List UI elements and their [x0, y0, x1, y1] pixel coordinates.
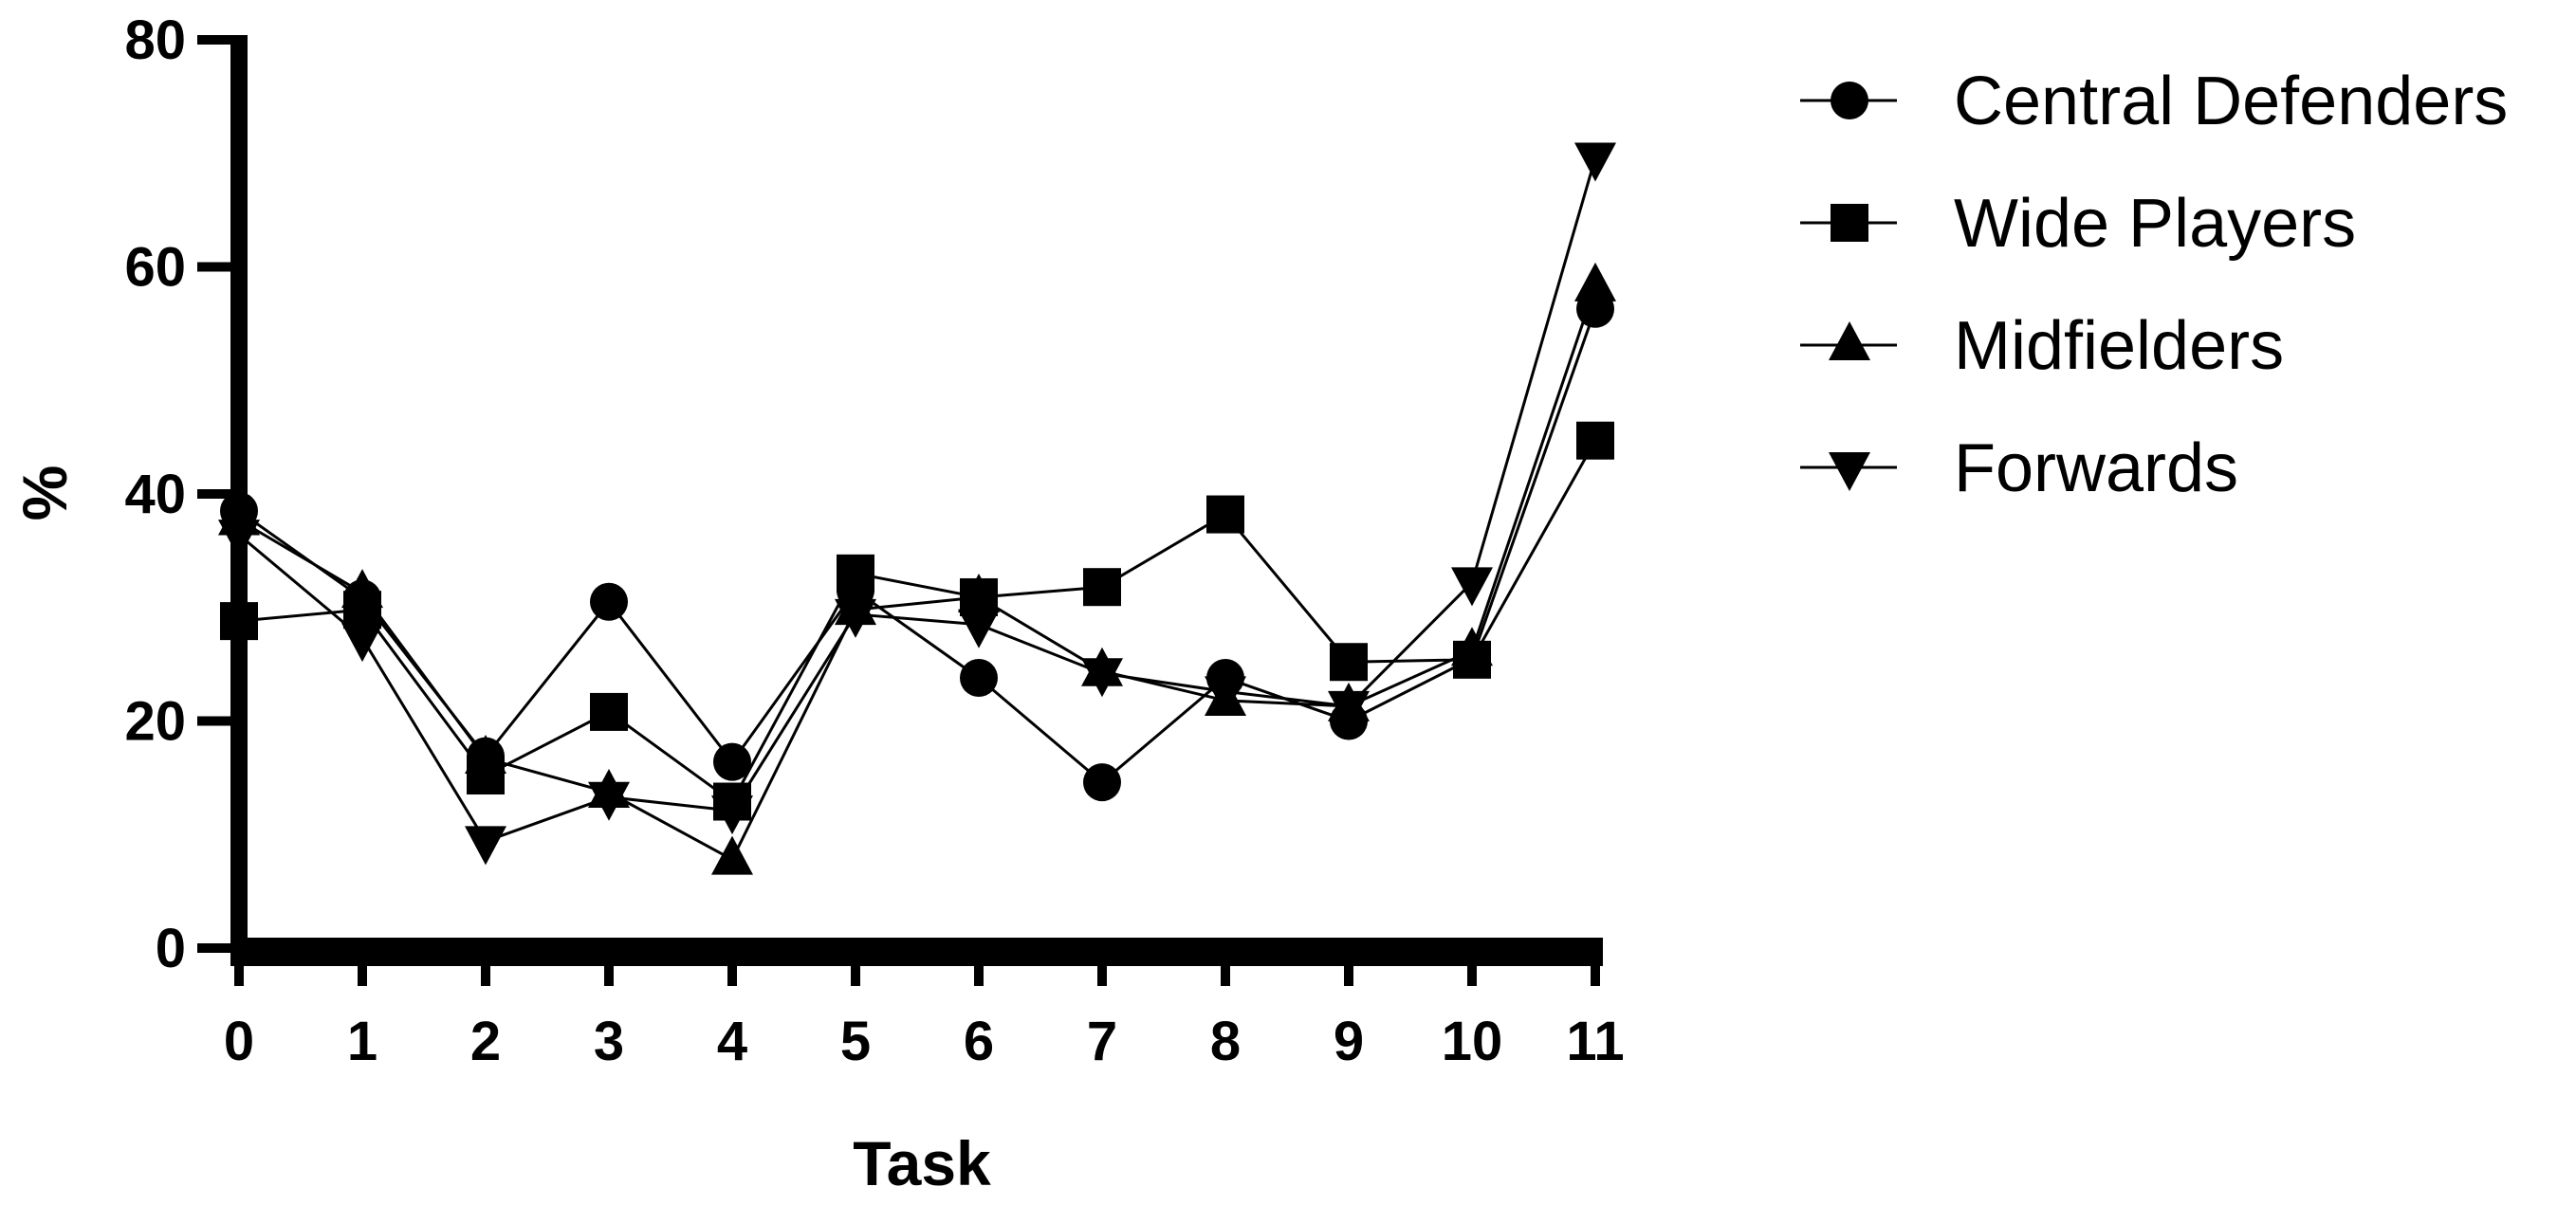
x-tick-label: 2	[470, 1011, 501, 1072]
legend-marker-triangle-down	[1829, 452, 1870, 491]
series-line-2	[238, 285, 1597, 862]
y-axis-ticks: 0 20 40 60 80	[124, 9, 239, 979]
legend-marker-circle	[1831, 82, 1868, 119]
x-tick-label: 7	[1087, 1011, 1117, 1072]
x-axis-title: Task	[853, 1128, 991, 1198]
x-tick-label: 4	[717, 1011, 747, 1072]
data-point-triangle-down	[958, 609, 1000, 648]
x-axis-ticks: 0 1 2 3 4 5 6 7 8 9 10 11	[224, 948, 1625, 1072]
data-point-triangle-down	[711, 795, 753, 835]
legend: Central Defenders Wide Players Midfielders…	[1800, 64, 2508, 506]
data-point-square	[1576, 421, 1614, 460]
data-point-triangle-down	[341, 623, 383, 663]
data-point-triangle-down	[835, 598, 876, 638]
legend-marker-square	[1831, 204, 1868, 242]
data-point-circle	[1083, 763, 1121, 802]
data-point-triangle-up	[341, 569, 383, 609]
legend-label: Forwards	[1954, 430, 2238, 506]
data-point-triangle-up	[1451, 627, 1493, 666]
series-markers	[218, 142, 1616, 875]
y-tick-label: 60	[124, 237, 186, 299]
data-point-square	[1206, 495, 1244, 534]
data-point-triangle-up	[711, 835, 753, 875]
data-point-triangle-up	[1574, 262, 1616, 301]
x-tick-label: 10	[1442, 1011, 1503, 1072]
series-line-1	[238, 439, 1597, 804]
x-tick-label: 5	[840, 1011, 871, 1072]
x-tick-label: 9	[1334, 1011, 1364, 1072]
data-point-circle	[590, 582, 628, 621]
y-tick-label: 0	[156, 918, 186, 979]
series-lines	[238, 157, 1597, 862]
data-point-circle	[713, 742, 751, 781]
data-point-triangle-down	[1328, 690, 1370, 730]
series-line-0	[238, 308, 1597, 785]
x-tick-label: 0	[224, 1011, 254, 1072]
data-point-triangle-down	[465, 826, 506, 866]
data-point-triangle-up	[958, 573, 1000, 612]
data-point-triangle-down	[588, 781, 630, 821]
legend-label: Midfielders	[1954, 308, 2284, 384]
x-tick-label: 11	[1566, 1011, 1624, 1072]
legend-label: Wide Players	[1954, 186, 2356, 262]
data-point-square	[590, 692, 628, 731]
data-point-triangle-up	[465, 735, 506, 775]
x-tick-label: 8	[1210, 1011, 1241, 1072]
x-tick-label: 1	[347, 1011, 377, 1072]
y-tick-label: 20	[124, 691, 186, 753]
data-point-square	[1330, 643, 1368, 682]
x-tick-label: 3	[594, 1011, 624, 1072]
y-tick-label: 40	[124, 464, 186, 525]
data-point-square	[1083, 568, 1121, 607]
legend-marker-triangle-up	[1829, 321, 1870, 360]
y-tick-label: 80	[124, 9, 186, 71]
data-point-triangle-down	[1205, 676, 1246, 716]
data-point-triangle-down	[1081, 658, 1123, 698]
data-point-triangle-down	[1574, 142, 1616, 182]
legend-label: Central Defenders	[1954, 64, 2508, 139]
axes	[230, 35, 1603, 966]
data-point-triangle-down	[1451, 567, 1493, 607]
data-point-circle	[960, 658, 998, 697]
x-tick-label: 6	[964, 1011, 994, 1072]
y-axis-title: %	[9, 466, 80, 521]
series-line-3	[238, 157, 1597, 844]
